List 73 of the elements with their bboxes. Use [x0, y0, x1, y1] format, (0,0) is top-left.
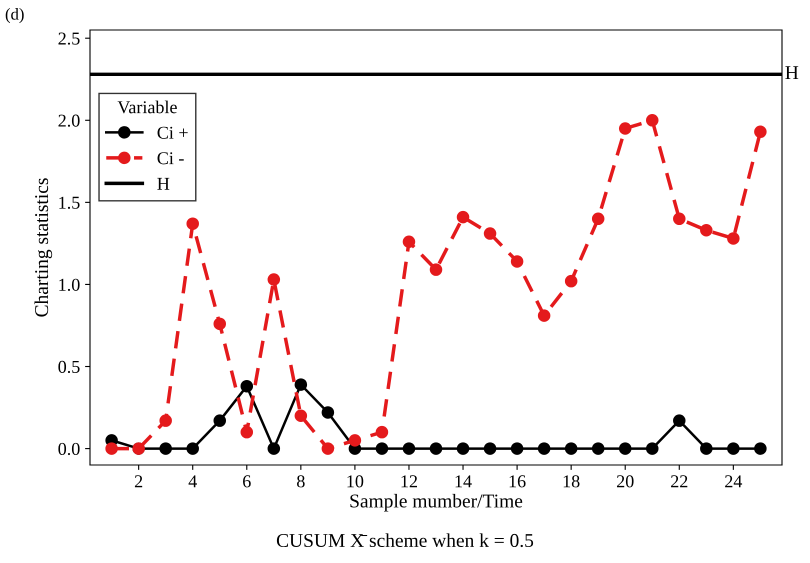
point: [646, 114, 658, 127]
x-axis-title: Sample mumber/Time: [350, 494, 522, 512]
point: [646, 442, 658, 455]
x-tick-label: 18: [564, 475, 580, 488]
point: [268, 442, 280, 455]
legend-label: Ci -: [158, 152, 184, 164]
point: [430, 442, 442, 455]
x-tick-label: 14: [456, 475, 472, 488]
point: [402, 442, 416, 455]
point: [456, 442, 470, 455]
y-tick-label: 2.0: [58, 114, 80, 127]
point: [673, 414, 686, 427]
point: [484, 442, 496, 455]
point: [268, 273, 280, 286]
point: [159, 442, 172, 455]
y-tick-label: 0.5: [58, 360, 80, 374]
point: [564, 442, 578, 455]
text: CUSUM X̄ scheme when k = 0.5: [276, 533, 534, 548]
point: [105, 442, 118, 455]
point: [564, 274, 578, 288]
x-tick-label: 22: [671, 475, 688, 488]
point: [186, 217, 199, 230]
point: [294, 410, 308, 422]
x-tick-label: 10: [347, 475, 364, 488]
point: [538, 309, 550, 322]
y-tick-label: 1.5: [59, 196, 80, 209]
point: [402, 236, 416, 248]
x-tick-label: 4: [188, 475, 197, 488]
legend-title: Variable: [118, 100, 177, 114]
text: (d): [6, 8, 24, 24]
point: [592, 212, 604, 226]
y-axis-title: Charting statistics: [34, 178, 52, 317]
point: [618, 442, 632, 455]
x-tick-label: 20: [616, 475, 634, 488]
point: [376, 426, 388, 438]
point: [618, 122, 632, 135]
y-tick-label: 1.0: [59, 278, 80, 291]
x-tick-label: 2: [134, 475, 142, 488]
point: [727, 442, 740, 455]
point: [240, 380, 254, 392]
point: [510, 255, 524, 268]
point: [700, 224, 713, 237]
point: [214, 414, 226, 427]
x-tick-label: 16: [510, 475, 526, 488]
point: [754, 126, 767, 138]
point: [186, 442, 199, 455]
point: [510, 442, 524, 455]
legend-label: Ci +: [158, 126, 188, 139]
point: [456, 210, 470, 224]
point: [484, 227, 496, 240]
point: [322, 442, 334, 455]
y-tick-label: 2.5: [58, 32, 80, 45]
x-tick-label: 12: [402, 475, 417, 488]
point: [159, 414, 172, 427]
point: [322, 406, 334, 419]
point: [214, 318, 226, 330]
point: [240, 426, 254, 438]
x-tick-label: 8: [297, 475, 305, 488]
text: H: [157, 178, 170, 190]
point: [673, 212, 686, 226]
y-tick-label: 0.0: [58, 442, 80, 456]
point: [376, 442, 388, 455]
point: [348, 434, 362, 447]
x-tick-label: 24: [725, 475, 742, 488]
point: [538, 442, 550, 455]
point: [727, 232, 740, 245]
point: [294, 378, 308, 391]
x-tick-label: 6: [243, 475, 251, 488]
point: [592, 442, 604, 455]
ref-line-label: H: [785, 66, 798, 79]
point: [700, 442, 713, 455]
point: [430, 263, 442, 276]
point: [754, 442, 767, 455]
